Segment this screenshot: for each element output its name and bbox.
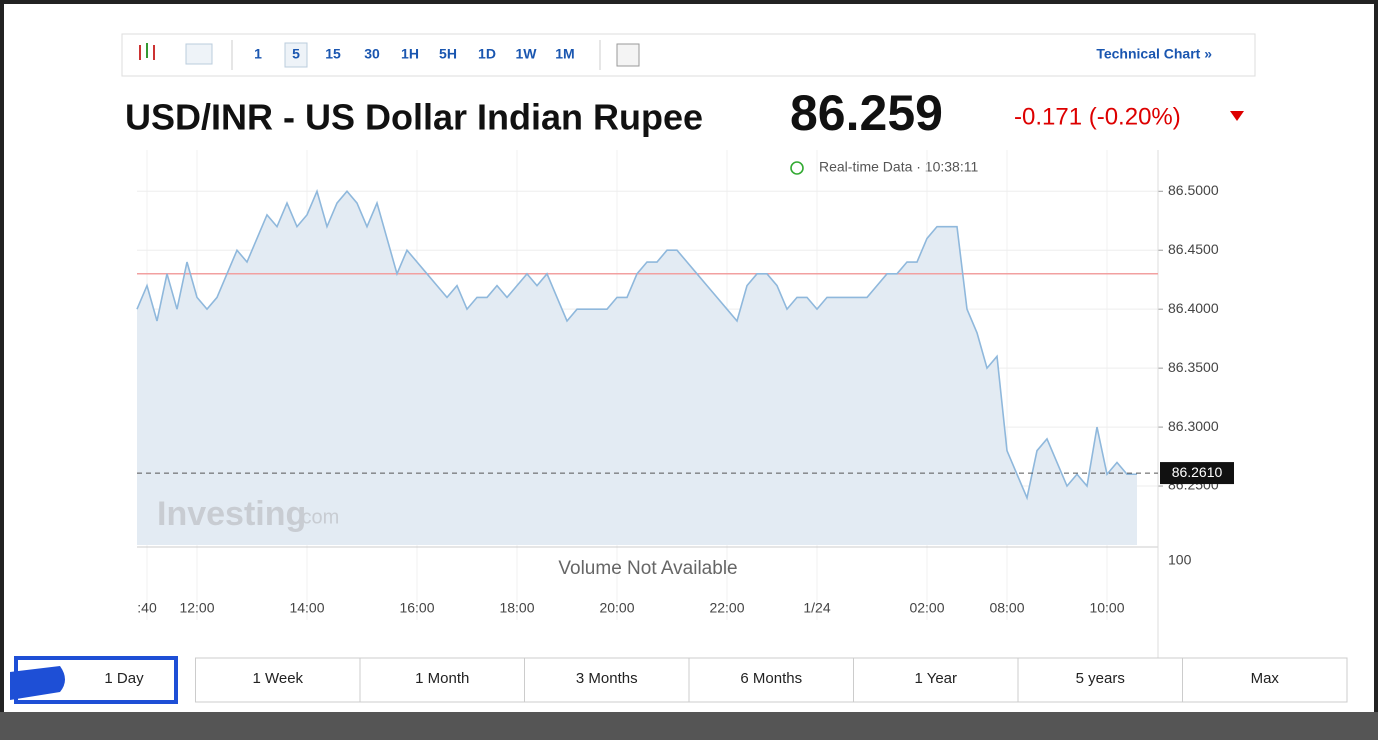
range-label[interactable]: 1 Year <box>914 670 957 687</box>
range-label[interactable]: Max <box>1251 670 1280 687</box>
x-tick-label: 02:00 <box>909 600 944 616</box>
range-button[interactable] <box>1182 657 1348 703</box>
range-label[interactable]: 1 Day <box>104 670 144 687</box>
change: -0.171 (-0.20%) <box>1014 103 1181 130</box>
interval[interactable]: 1D <box>478 46 496 62</box>
range-button[interactable] <box>853 657 1019 703</box>
x-tick-label: 16:00 <box>399 600 434 616</box>
y-tick-label: 86.5000 <box>1168 182 1219 198</box>
price-line <box>136 188 1137 501</box>
range-button[interactable] <box>1017 657 1183 703</box>
toolbar <box>121 33 1256 77</box>
x-tick-label: 22:00 <box>709 600 744 616</box>
price: 86.259 <box>790 85 943 141</box>
x-tick-label: 08:00 <box>989 600 1024 616</box>
interval[interactable]: 15 <box>325 46 341 62</box>
interval[interactable]: 1W <box>516 46 538 62</box>
x-tick-label: :40 <box>137 600 157 616</box>
range-button[interactable] <box>195 657 361 703</box>
status: Real-time Data · 10:38:11 <box>819 159 978 175</box>
x-tick-label: 10:00 <box>1089 600 1124 616</box>
pointer-hand <box>10 666 65 700</box>
last-value-label: 86.2610 <box>1172 464 1223 480</box>
interval[interactable]: 5 <box>292 46 300 62</box>
range-label[interactable]: 1 Week <box>252 670 303 687</box>
range-button[interactable] <box>688 657 854 703</box>
y-tick-label: 86.4000 <box>1168 300 1219 316</box>
interval[interactable]: 1M <box>555 46 574 62</box>
technical-chart-link[interactable]: Technical Chart » <box>1096 46 1212 62</box>
y-tick-label: 86.3500 <box>1168 359 1219 375</box>
x-tick-label: 18:00 <box>499 600 534 616</box>
interval[interactable]: 30 <box>364 46 380 62</box>
area <box>137 191 1137 545</box>
range-button[interactable] <box>524 657 690 703</box>
y-tick-label: 86.4500 <box>1168 241 1219 257</box>
interval[interactable]: 1H <box>401 46 419 62</box>
clock-icon <box>790 161 804 175</box>
range-label[interactable]: 5 years <box>1076 670 1125 687</box>
y-tick-label: 86.3000 <box>1168 418 1219 434</box>
interval[interactable]: 5H <box>439 46 457 62</box>
bottom-band <box>0 712 1378 740</box>
range-button[interactable] <box>359 657 525 703</box>
calendar-icon[interactable] <box>616 43 640 67</box>
x-tick-label: 12:00 <box>179 600 214 616</box>
x-tick-label: 20:00 <box>599 600 634 616</box>
volume-message: Volume Not Available <box>558 558 737 579</box>
range-label[interactable]: 3 Months <box>576 670 638 687</box>
watermark: Investing <box>157 495 306 533</box>
last-value-box <box>1160 462 1234 485</box>
interval[interactable]: 1 <box>254 46 262 62</box>
volume-axis-label: 100 <box>1168 552 1192 568</box>
down-arrow <box>1230 111 1244 121</box>
x-tick-label: 14:00 <box>289 600 324 616</box>
candle-icon <box>139 43 155 60</box>
area-icon[interactable] <box>185 43 213 65</box>
title: USD/INR - US Dollar Indian Rupee <box>125 97 703 138</box>
range-label[interactable]: 6 Months <box>740 670 802 687</box>
interval-selected <box>284 42 308 68</box>
x-tick-label: 1/24 <box>803 600 830 616</box>
range-label[interactable]: 1 Month <box>415 670 469 687</box>
watermark-suffix: .com <box>296 506 339 528</box>
